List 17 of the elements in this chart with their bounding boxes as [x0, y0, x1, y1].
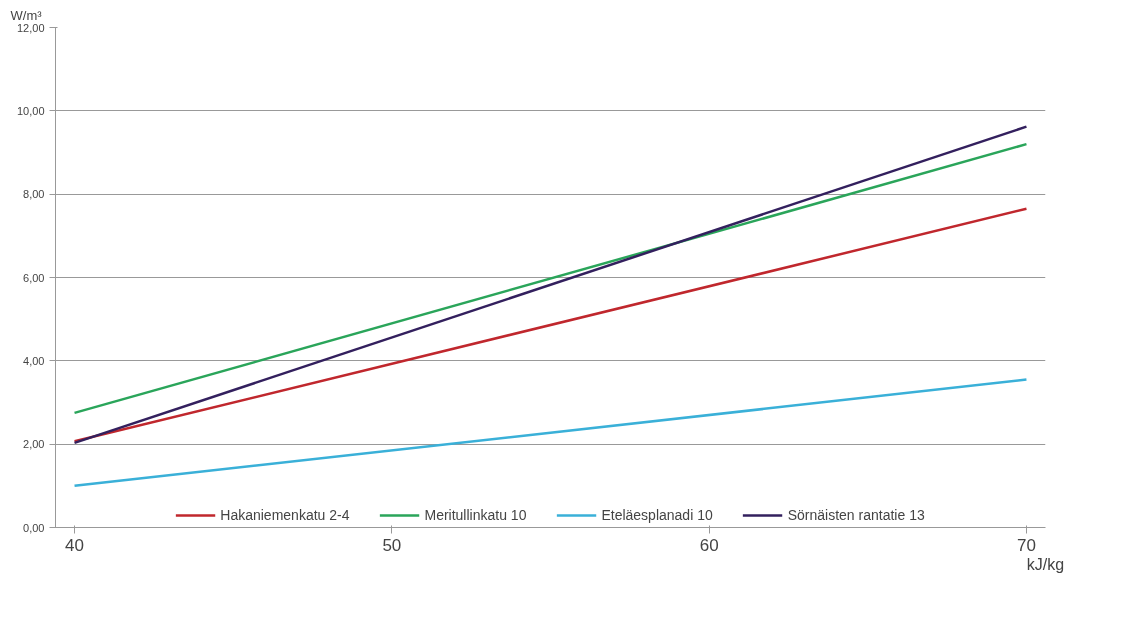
legend-label: Hakaniemenkatu 2-4 — [220, 507, 350, 523]
x-axis-title: kJ/kg — [1026, 555, 1065, 573]
y-tick-label: 4,00 — [23, 354, 45, 367]
x-tick-label: 40 — [65, 535, 85, 555]
x-tick-label: 70 — [1017, 535, 1036, 555]
y-tick-label: 8,00 — [23, 188, 45, 201]
y-tick-label: 0,00 — [23, 521, 45, 534]
legend-label: Sörnäisten rantatie 13 — [787, 507, 925, 523]
y-tick-label: 2,00 — [23, 438, 45, 451]
x-tick-label: 60 — [699, 535, 719, 555]
legend-label: Meritullinkatu 10 — [424, 507, 527, 523]
y-tick-label: 10,00 — [16, 104, 45, 117]
y-tick-label: 6,00 — [23, 271, 45, 284]
legend-label: Eteläesplanadi 10 — [601, 507, 713, 523]
y-axis-title: W/m³ — [10, 7, 43, 23]
x-tick-label: 50 — [382, 535, 402, 555]
y-tick-label: 12,00 — [16, 21, 45, 34]
